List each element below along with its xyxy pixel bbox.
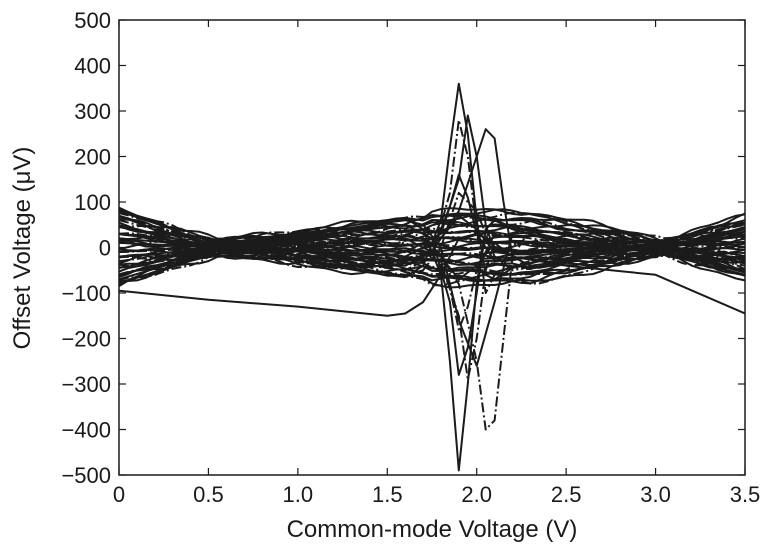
x-tick-labels: 0 0.5 1.0 1.5 2.0 2.5 3.0 3.5 bbox=[113, 482, 760, 507]
y-tick-label: −400 bbox=[61, 418, 111, 443]
x-tick-label: 1.0 bbox=[283, 482, 314, 507]
band-trace-36 bbox=[119, 207, 745, 246]
x-tick-label: 0.5 bbox=[193, 482, 224, 507]
x-tick-label: 2.0 bbox=[461, 482, 492, 507]
band-trace-35 bbox=[119, 206, 745, 244]
band-trace-30 bbox=[119, 219, 745, 248]
data-trace-15 bbox=[119, 241, 745, 381]
plot-area bbox=[119, 82, 745, 472]
x-tick-label: 3.5 bbox=[730, 482, 761, 507]
y-tick-label: 200 bbox=[74, 145, 111, 170]
y-axis-title: Offset Voltage (μV) bbox=[9, 147, 36, 350]
band-trace-26 bbox=[119, 227, 745, 248]
data-traces bbox=[119, 82, 745, 472]
data-trace-12 bbox=[119, 191, 745, 276]
y-tick-label: −500 bbox=[61, 463, 111, 488]
y-tick-label: 0 bbox=[99, 236, 111, 261]
y-tick-label: −100 bbox=[61, 281, 111, 306]
x-tick-label: 1.5 bbox=[372, 482, 403, 507]
band-trace-6 bbox=[119, 249, 745, 276]
x-axis-title: Common-mode Voltage (V) bbox=[287, 516, 578, 543]
band-trace-18 bbox=[119, 243, 745, 254]
y-tick-label: 300 bbox=[74, 99, 111, 124]
x-tick-label: 2.5 bbox=[551, 482, 582, 507]
y-tick-label: 500 bbox=[74, 8, 111, 33]
y-tick-labels: 500 400 300 200 100 0 −100 −200 −300 −400 −500 bbox=[61, 8, 111, 488]
plot-frame bbox=[118, 19, 746, 476]
y-tick-label: 400 bbox=[74, 54, 111, 79]
x-tick-label: 3.0 bbox=[640, 482, 671, 507]
y-tick-label: −200 bbox=[61, 327, 111, 352]
x-tick-label: 0 bbox=[113, 482, 125, 507]
y-tick-label: −300 bbox=[61, 372, 111, 397]
band-trace-14 bbox=[119, 245, 745, 261]
y-tick-label: 100 bbox=[74, 190, 111, 215]
band-trace-22 bbox=[119, 235, 745, 250]
